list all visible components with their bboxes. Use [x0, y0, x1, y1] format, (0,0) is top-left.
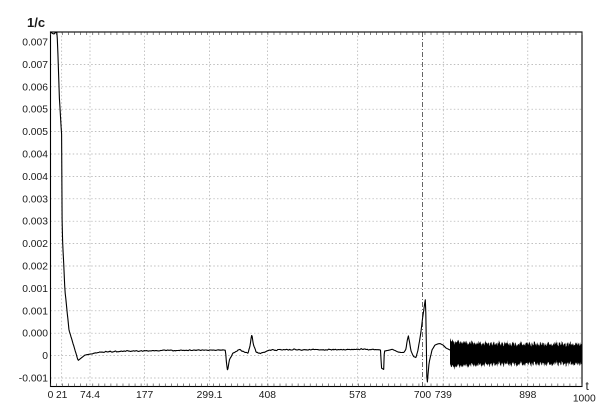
svg-text:0.005: 0.005: [22, 105, 48, 116]
svg-text:0.005: 0.005: [22, 127, 48, 138]
svg-text:0.003: 0.003: [22, 194, 48, 205]
svg-text:0.004: 0.004: [22, 172, 48, 183]
svg-text:408: 408: [259, 390, 276, 401]
svg-text:898: 898: [519, 390, 536, 401]
svg-text:177: 177: [136, 390, 153, 401]
svg-text:578: 578: [349, 390, 366, 401]
svg-text:0.004: 0.004: [22, 150, 48, 161]
svg-text:739: 739: [435, 390, 452, 401]
svg-text:0.007: 0.007: [22, 38, 48, 49]
svg-text:1000: 1000: [573, 394, 596, 405]
svg-text:t: t: [586, 379, 590, 393]
svg-text:0.001: 0.001: [22, 306, 48, 317]
svg-text:74.4: 74.4: [80, 390, 100, 401]
svg-text:0.003: 0.003: [22, 217, 48, 228]
svg-text:0.001: 0.001: [22, 284, 48, 295]
svg-text:0: 0: [48, 390, 54, 401]
svg-text:21: 21: [56, 390, 68, 401]
svg-text:0.002: 0.002: [22, 239, 48, 250]
svg-text:0: 0: [42, 351, 48, 362]
svg-text:0.007: 0.007: [22, 60, 48, 71]
svg-text:0.002: 0.002: [22, 262, 48, 273]
svg-text:1/c: 1/c: [27, 15, 45, 30]
svg-text:700: 700: [414, 390, 431, 401]
svg-text:0.006: 0.006: [22, 82, 48, 93]
svg-text:299.1: 299.1: [197, 390, 223, 401]
svg-text:-0.001: -0.001: [19, 374, 48, 385]
svg-text:0.000: 0.000: [22, 329, 48, 340]
